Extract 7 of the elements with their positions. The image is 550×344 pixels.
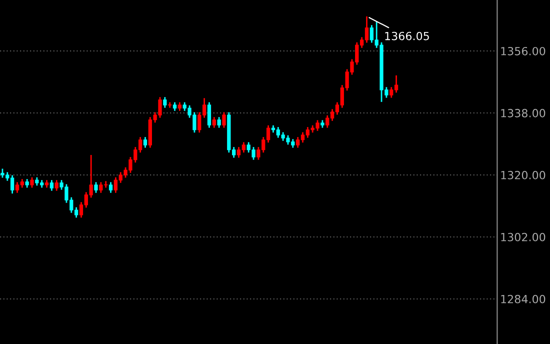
- y-tick-label: 1320.00: [501, 170, 546, 180]
- annotation: 1366.05: [385, 32, 429, 40]
- y-tick-label: 1356.00: [501, 46, 546, 56]
- y-tick-label: 1284.00: [501, 294, 546, 304]
- y-tick-label: 1338.00: [501, 108, 546, 118]
- candlestick: [30, 176, 34, 188]
- y-tick-label: 1302.00: [501, 232, 546, 242]
